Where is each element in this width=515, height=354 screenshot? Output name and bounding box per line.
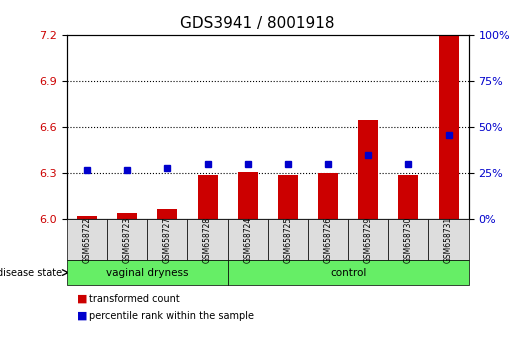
Text: control: control — [330, 268, 366, 278]
Text: percentile rank within the sample: percentile rank within the sample — [89, 311, 253, 321]
Text: GSM658727: GSM658727 — [163, 217, 172, 263]
Text: GSM658724: GSM658724 — [243, 217, 252, 263]
Text: GSM658723: GSM658723 — [123, 217, 132, 263]
Bar — [198, 175, 218, 219]
Text: GSM658730: GSM658730 — [404, 217, 413, 263]
Bar — [278, 175, 298, 219]
Text: GSM658731: GSM658731 — [444, 217, 453, 263]
Text: disease state: disease state — [0, 268, 62, 278]
Text: transformed count: transformed count — [89, 294, 179, 304]
Text: GDS3941 / 8001918: GDS3941 / 8001918 — [180, 16, 335, 31]
Text: vaginal dryness: vaginal dryness — [106, 268, 188, 278]
Bar — [238, 172, 258, 219]
Bar — [117, 213, 138, 219]
Text: GSM658728: GSM658728 — [203, 217, 212, 263]
Text: GSM658725: GSM658725 — [283, 217, 293, 263]
Text: GSM658726: GSM658726 — [323, 217, 333, 263]
Text: GSM658729: GSM658729 — [364, 217, 373, 263]
Text: GSM658722: GSM658722 — [82, 217, 92, 263]
Bar — [399, 175, 419, 219]
Bar — [158, 209, 178, 219]
Bar — [439, 35, 459, 219]
Text: ■: ■ — [77, 294, 88, 304]
Bar — [358, 120, 378, 219]
Text: ■: ■ — [77, 311, 88, 321]
Bar — [318, 173, 338, 219]
Bar — [77, 216, 97, 219]
